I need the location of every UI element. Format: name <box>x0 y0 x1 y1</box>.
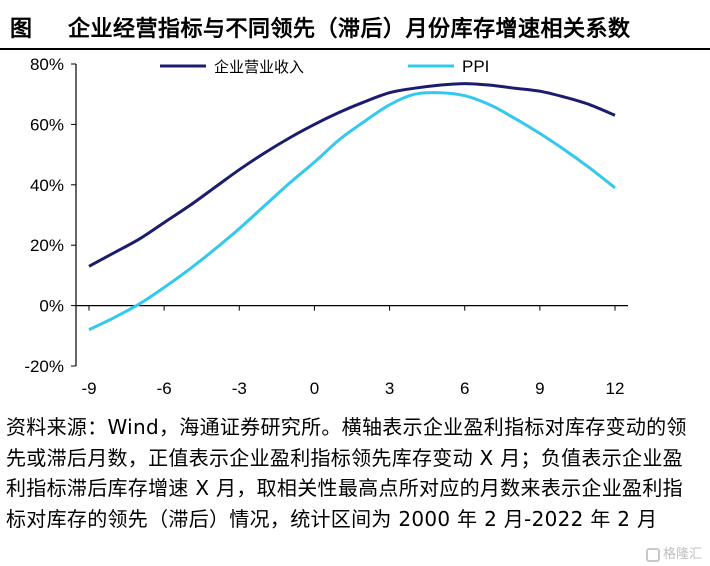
series-line-revenue <box>88 82 616 268</box>
legend-label: 企业营业收入 <box>214 58 304 76</box>
x-tick-label: -6 <box>157 379 172 398</box>
chart-series <box>88 82 616 332</box>
y-tick-label: 0% <box>39 297 64 316</box>
chart-legend: 企业营业收入 PPI <box>160 57 489 76</box>
figure-title-bar: 图 企业经营指标与不同领先（滞后）月份库存增速相关系数 <box>0 0 710 50</box>
watermark-text: 格隆汇 <box>662 547 702 562</box>
x-tick-label: 9 <box>535 379 544 398</box>
y-tick-label: -20% <box>24 357 64 376</box>
y-tick-label: 80% <box>30 55 64 74</box>
watermark: 格隆汇 <box>645 543 702 562</box>
figure-title: 企业经营指标与不同领先（滞后）月份库存增速相关系数 <box>68 17 631 42</box>
x-tick-label: 12 <box>606 379 625 398</box>
watermark-logo-icon <box>645 547 660 562</box>
y-tick-label: 20% <box>30 236 64 255</box>
x-tick-label: 6 <box>460 379 469 398</box>
y-tick-label: 40% <box>30 176 64 195</box>
x-tick-label: -9 <box>81 379 96 398</box>
chart-axes: 80% 60% 40% 20% 0% -20% -9 -6 -3 0 3 6 9 12 <box>24 55 628 398</box>
x-tick-label: -3 <box>232 379 247 398</box>
y-tick-label: 60% <box>30 115 64 134</box>
line-chart: 80% 60% 40% 20% 0% -20% -9 -6 -3 0 3 6 9 12 企业营业收入 PPI <box>24 55 628 398</box>
source-note: 资料来源：Wind，海通证券研究所。横轴表示企业盈利指标对库存变动的领先或滞后月… <box>6 415 687 531</box>
figure-label: 图 <box>10 17 33 42</box>
series-line-ppi <box>88 91 616 332</box>
x-tick-label: 0 <box>310 379 319 398</box>
legend-label: PPI <box>462 57 489 76</box>
x-tick-label: 3 <box>385 379 394 398</box>
